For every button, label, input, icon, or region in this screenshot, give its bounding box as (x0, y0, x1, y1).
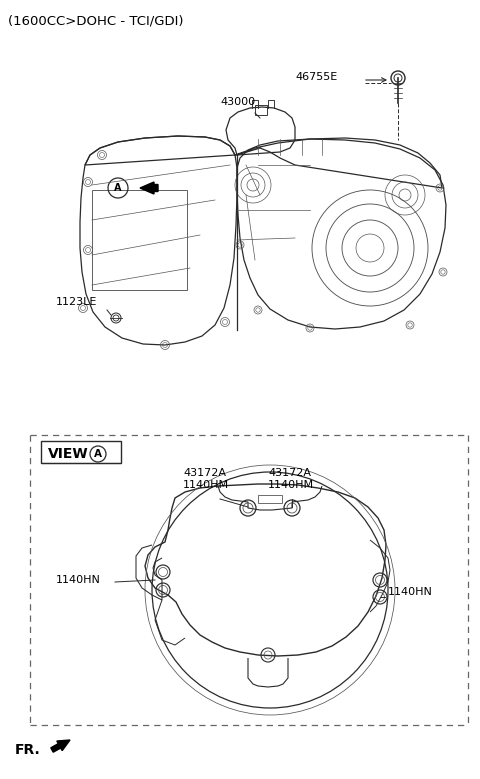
Text: FR.: FR. (15, 743, 41, 757)
Text: 43172A
1140HM: 43172A 1140HM (268, 467, 314, 490)
Text: A: A (114, 183, 122, 193)
Text: 1123LE: 1123LE (56, 297, 97, 307)
Text: 43000: 43000 (220, 97, 255, 107)
Text: (1600CC>DOHC - TCI/GDI): (1600CC>DOHC - TCI/GDI) (8, 14, 183, 27)
Bar (92, 190, 187, 290)
Text: 1140HN: 1140HN (56, 575, 101, 585)
FancyBboxPatch shape (41, 441, 121, 463)
FancyArrow shape (140, 182, 158, 194)
Bar (255, 105, 267, 115)
FancyArrow shape (51, 740, 70, 753)
Text: 1140HN: 1140HN (388, 587, 433, 597)
Text: VIEW: VIEW (48, 447, 89, 461)
Text: A: A (94, 449, 102, 459)
Bar (258, 495, 282, 503)
Text: 46755E: 46755E (295, 72, 337, 82)
Text: 43172A
1140HM: 43172A 1140HM (183, 467, 229, 490)
